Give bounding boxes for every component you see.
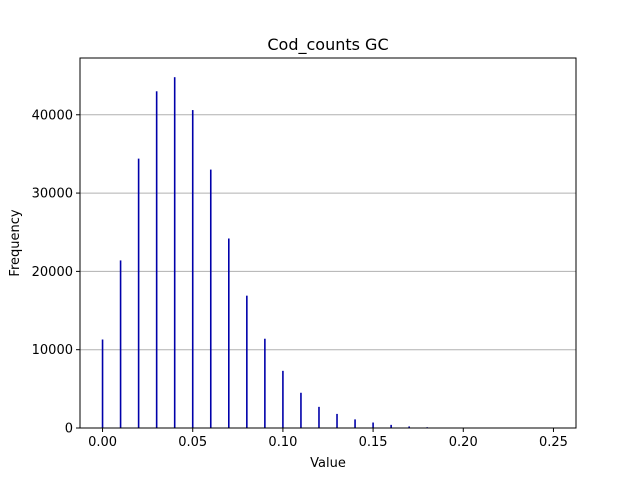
bar xyxy=(191,110,194,429)
bar xyxy=(282,370,284,428)
x-axis-ticks: 0.00 0.05 0.10 0.15 0.20 0.25 xyxy=(88,428,568,450)
y-axis-ticks: 0 10000 20000 30000 40000 xyxy=(32,108,80,437)
y-tick-label: 10000 xyxy=(32,343,73,358)
y-axis-label: Frequency xyxy=(8,209,23,276)
x-tick-label: 0.00 xyxy=(88,435,117,450)
bar xyxy=(264,338,266,428)
x-tick-label: 0.25 xyxy=(539,435,568,450)
bar xyxy=(390,424,392,428)
bar xyxy=(318,406,320,428)
plot-area-frame xyxy=(79,57,577,429)
bar xyxy=(209,169,212,429)
bar xyxy=(101,339,104,428)
y-tick-label: 40000 xyxy=(32,108,73,123)
bar xyxy=(228,238,230,428)
bar xyxy=(246,295,248,428)
bar xyxy=(173,77,176,429)
bar xyxy=(155,91,158,428)
grid-lines xyxy=(80,114,576,351)
y-tick-label: 20000 xyxy=(32,265,73,280)
bar xyxy=(300,392,302,428)
bar xyxy=(119,260,122,428)
y-tick-label: 30000 xyxy=(32,187,73,202)
bars xyxy=(101,77,465,429)
chart-title: Cod_counts GC xyxy=(267,35,388,55)
x-axis-label: Value xyxy=(310,456,346,471)
bar xyxy=(354,419,356,428)
x-tick-label: 0.05 xyxy=(178,435,207,450)
x-tick-label: 0.10 xyxy=(268,435,297,450)
x-tick-label: 0.20 xyxy=(449,435,478,450)
bar xyxy=(372,422,374,428)
bar xyxy=(336,413,338,428)
y-tick-label: 0 xyxy=(65,422,73,437)
bar xyxy=(137,158,140,429)
bar xyxy=(408,426,410,428)
x-tick-label: 0.15 xyxy=(359,435,388,450)
